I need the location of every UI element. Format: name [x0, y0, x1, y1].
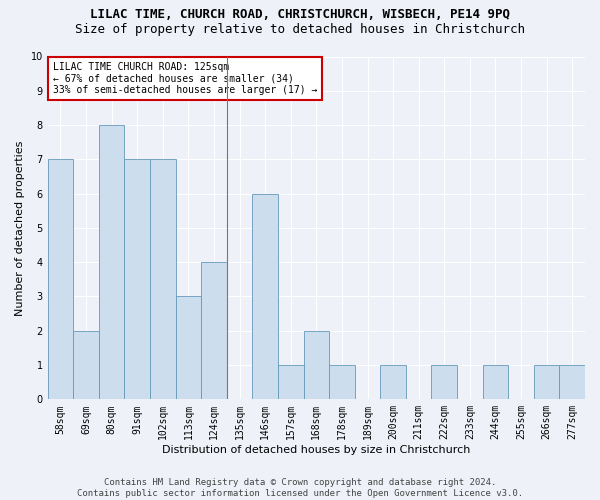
- Bar: [150, 160, 176, 400]
- Bar: [73, 331, 99, 400]
- Bar: [559, 365, 585, 400]
- Text: Contains HM Land Registry data © Crown copyright and database right 2024.
Contai: Contains HM Land Registry data © Crown c…: [77, 478, 523, 498]
- Bar: [47, 160, 73, 400]
- Bar: [278, 365, 304, 400]
- Y-axis label: Number of detached properties: Number of detached properties: [15, 140, 25, 316]
- X-axis label: Distribution of detached houses by size in Christchurch: Distribution of detached houses by size …: [162, 445, 470, 455]
- Text: LILAC TIME, CHURCH ROAD, CHRISTCHURCH, WISBECH, PE14 9PQ: LILAC TIME, CHURCH ROAD, CHRISTCHURCH, W…: [90, 8, 510, 20]
- Text: Size of property relative to detached houses in Christchurch: Size of property relative to detached ho…: [75, 22, 525, 36]
- Bar: [534, 365, 559, 400]
- Text: LILAC TIME CHURCH ROAD: 125sqm
← 67% of detached houses are smaller (34)
33% of : LILAC TIME CHURCH ROAD: 125sqm ← 67% of …: [53, 62, 317, 95]
- Bar: [99, 125, 124, 400]
- Bar: [380, 365, 406, 400]
- Bar: [176, 296, 201, 400]
- Bar: [253, 194, 278, 400]
- Bar: [124, 160, 150, 400]
- Bar: [329, 365, 355, 400]
- Bar: [304, 331, 329, 400]
- Bar: [431, 365, 457, 400]
- Bar: [482, 365, 508, 400]
- Bar: [201, 262, 227, 400]
